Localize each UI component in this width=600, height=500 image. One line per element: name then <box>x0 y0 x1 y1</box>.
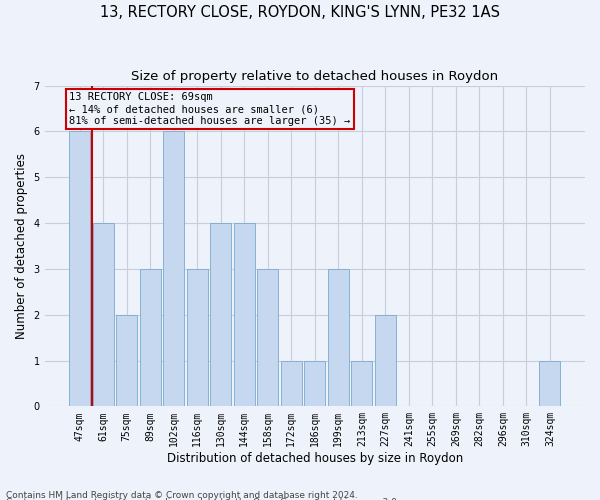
Text: Contains HM Land Registry data © Crown copyright and database right 2024.: Contains HM Land Registry data © Crown c… <box>6 490 358 500</box>
Text: 13, RECTORY CLOSE, ROYDON, KING'S LYNN, PE32 1AS: 13, RECTORY CLOSE, ROYDON, KING'S LYNN, … <box>100 5 500 20</box>
Bar <box>375 314 396 406</box>
Bar <box>116 314 137 406</box>
Bar <box>163 132 184 406</box>
Bar <box>234 223 255 406</box>
Bar <box>140 269 161 406</box>
Bar <box>304 360 325 406</box>
Bar <box>187 269 208 406</box>
Bar <box>539 360 560 406</box>
Bar <box>257 269 278 406</box>
Text: 13 RECTORY CLOSE: 69sqm
← 14% of detached houses are smaller (6)
81% of semi-det: 13 RECTORY CLOSE: 69sqm ← 14% of detache… <box>69 92 350 126</box>
Y-axis label: Number of detached properties: Number of detached properties <box>15 153 28 339</box>
Bar <box>328 269 349 406</box>
Bar <box>69 132 91 406</box>
Bar <box>210 223 232 406</box>
Text: Contains public sector information licensed under the Open Government Licence v3: Contains public sector information licen… <box>6 498 400 500</box>
Bar <box>93 223 114 406</box>
X-axis label: Distribution of detached houses by size in Roydon: Distribution of detached houses by size … <box>167 452 463 465</box>
Bar <box>281 360 302 406</box>
Title: Size of property relative to detached houses in Roydon: Size of property relative to detached ho… <box>131 70 499 83</box>
Bar <box>351 360 373 406</box>
